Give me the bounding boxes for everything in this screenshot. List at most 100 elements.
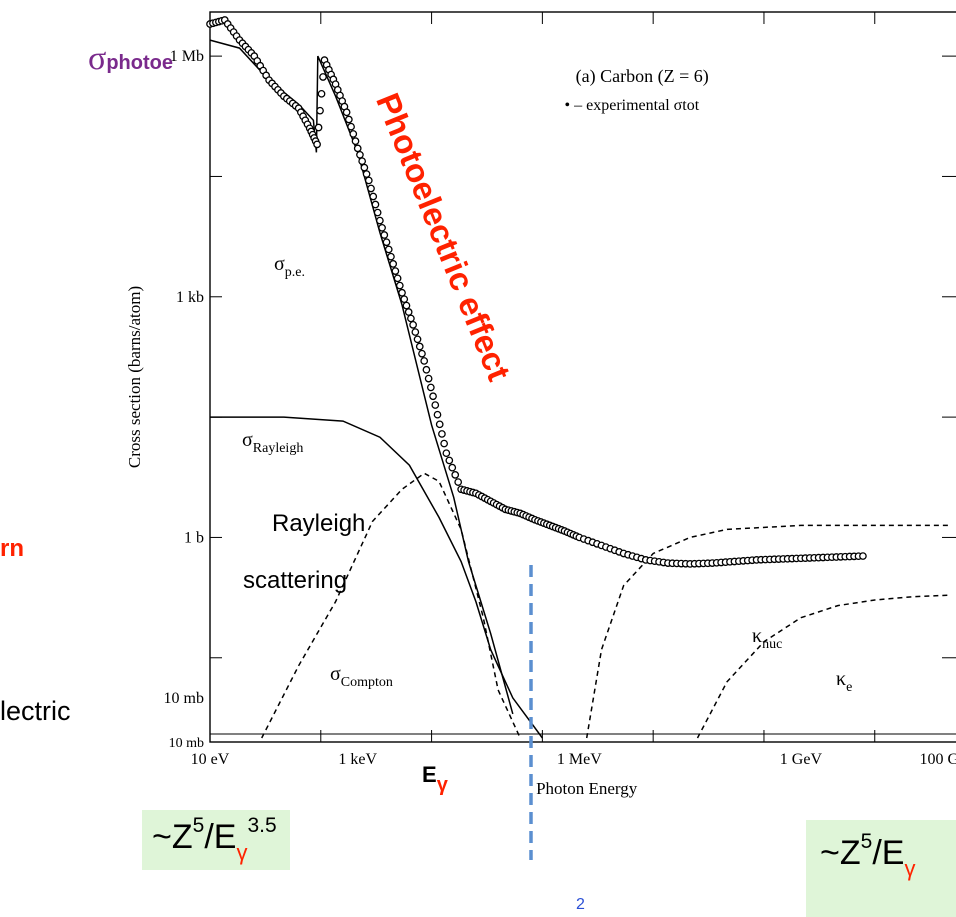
e-gamma-label: Eγ <box>422 762 448 796</box>
y-axis-title: Cross section (barns/atom) <box>125 286 144 468</box>
experimental-point <box>364 176 373 185</box>
sigma-photoe-label: σphotoe <box>88 40 173 78</box>
x-tick-label: 1 GeV <box>780 751 823 768</box>
experimental-point <box>433 410 442 419</box>
formula-right: ~Z5/Eγ <box>820 830 915 881</box>
label-kappa-e: κe <box>836 668 852 695</box>
x-tick-label: 100 GeV <box>920 751 956 768</box>
formula-right-base: ~Z <box>820 834 861 872</box>
formula-box-right: ~Z5/Eγ <box>806 820 956 917</box>
sigma-photoe-symbol: σ <box>88 40 107 77</box>
formula-left-gamma: γ <box>236 840 248 865</box>
experimental-point <box>380 231 389 239</box>
label-sigma-compton: σCompton <box>330 663 393 690</box>
left-edge-rn-text: rn <box>0 535 24 562</box>
series-line-1 <box>210 416 544 739</box>
experimental-point <box>398 288 406 297</box>
experimental-point <box>378 223 386 232</box>
label-sigma-compton-subscript: Compton <box>341 675 393 690</box>
label-kappa-nuc-symbol: κ <box>752 625 762 647</box>
experimental-point <box>411 328 420 336</box>
formula-right-e: /E <box>872 834 905 872</box>
experimental-point <box>319 73 327 81</box>
experimental-point <box>317 89 326 98</box>
experimental-point <box>395 281 404 290</box>
series-line-0 <box>209 39 514 715</box>
experimental-point <box>360 163 369 172</box>
experimental-point <box>369 192 378 201</box>
x-tick-label: 1 keV <box>338 751 377 768</box>
experimental-point <box>342 108 351 117</box>
experimental-point <box>440 439 448 448</box>
experimental-point <box>445 456 454 465</box>
experimental-point <box>351 137 360 146</box>
sigma-photoe-subscript: photoe <box>106 52 173 74</box>
label-sigma-rayleigh-subscript: Rayleigh <box>253 441 304 456</box>
experimental-point <box>349 130 358 138</box>
e-gamma-e: E <box>422 762 437 787</box>
experimental-point <box>415 342 424 351</box>
series-line-3 <box>585 524 949 739</box>
formula-box-left: ~Z5/Eγ 3.5 <box>142 810 290 870</box>
experimental-point <box>389 260 398 268</box>
experimental-point <box>376 216 384 225</box>
left-edge-electric-text: lectric <box>0 696 71 726</box>
experimental-point <box>373 208 382 217</box>
experimental-point <box>413 335 422 344</box>
label-sigma-compton-symbol: σ <box>330 663 341 685</box>
e-gamma-subscript: γ <box>436 774 448 796</box>
rayleigh-label-line2: scattering <box>243 567 348 594</box>
experimental-point <box>384 245 393 254</box>
formula-left-base: ~Z <box>152 818 193 856</box>
experimental-point <box>435 420 444 429</box>
experimental-points-series <box>206 16 867 568</box>
label-sigma-pe: σp.e. <box>274 253 305 280</box>
experimental-point <box>448 463 457 472</box>
formula-left-e-exponent: 3.5 <box>247 814 277 837</box>
y-tick-label: 10 mb <box>164 690 204 707</box>
experimental-point <box>418 349 426 358</box>
experimental-point <box>313 140 321 149</box>
experimental-point <box>314 123 323 132</box>
experimental-point <box>420 357 429 365</box>
label-kappa-e-subscript: e <box>846 680 852 695</box>
experimental-point <box>316 106 324 115</box>
experimental-point <box>356 150 364 159</box>
label-kappa-e-symbol: κ <box>836 668 846 690</box>
experimental-point <box>404 308 413 316</box>
experimental-point <box>347 122 355 131</box>
experimental-point <box>387 252 395 261</box>
experimental-point <box>358 157 367 166</box>
experimental-point <box>431 401 440 409</box>
label-sigma-rayleigh: σRayleigh <box>242 429 303 456</box>
rayleigh-label-line1: Rayleigh <box>272 510 366 537</box>
experimental-point <box>382 238 391 247</box>
experimental-point <box>353 144 362 153</box>
x-tick-label: 1 MeV <box>557 751 602 768</box>
experimental-point <box>451 471 460 479</box>
experimental-point <box>426 383 435 392</box>
experimental-point <box>454 478 463 486</box>
experimental-point <box>367 184 375 193</box>
label-sigma-rayleigh-symbol: σ <box>242 429 253 451</box>
y-tick-label: 1 kb <box>176 289 204 306</box>
label-sigma-pe-subscript: p.e. <box>285 265 305 280</box>
experimental-point <box>442 449 451 458</box>
label-sigma-pe-symbol: σ <box>274 253 285 275</box>
experimental-point <box>429 392 437 401</box>
y-tick-label: 1 b <box>184 529 204 546</box>
experimental-point <box>393 274 402 283</box>
formula-left: ~Z5/Eγ 3.5 <box>152 814 277 865</box>
formula-right-z-exponent: 5 <box>860 830 873 853</box>
experimental-point <box>422 365 431 374</box>
experimental-point <box>345 115 353 124</box>
experimental-point <box>438 430 446 438</box>
x-tick-label: 10 eV <box>191 751 230 768</box>
experimental-point <box>409 321 417 329</box>
series-line-4 <box>696 594 949 739</box>
experimental-point <box>362 170 371 178</box>
label-kappa-nuc-subscript: nuc <box>762 637 782 652</box>
chart-title: (a) Carbon (Z = 6) <box>576 66 709 87</box>
experimental-point <box>400 295 409 304</box>
